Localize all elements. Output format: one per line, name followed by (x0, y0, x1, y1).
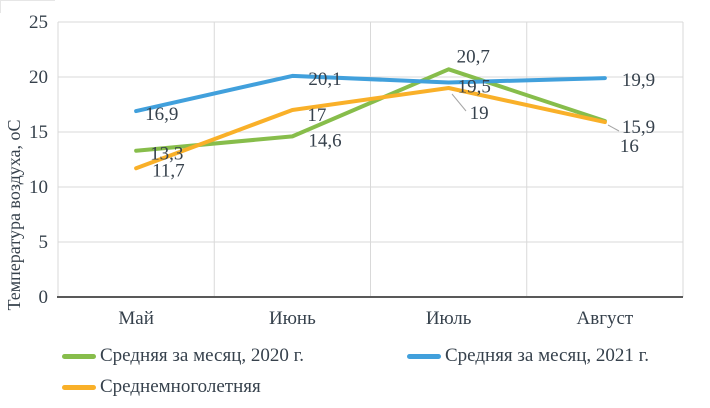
y-tick-label: 25 (29, 12, 48, 33)
series-line-2 (134, 86, 607, 171)
data-label: 19,9 (622, 70, 655, 91)
legend-item-multiyear: Среднемноголетняя (62, 376, 261, 398)
data-label: 20,7 (457, 46, 490, 67)
legend-label: Среднемноголетняя (100, 376, 261, 397)
y-tick-label: 10 (29, 177, 48, 198)
legend-swatch-multiyear (62, 384, 96, 390)
data-label: 13,3 (150, 144, 183, 165)
legend-swatch-2021 (407, 353, 441, 359)
x-tick-label: Август (577, 308, 634, 329)
legend-label: Средняя за месяц, 2021 г. (445, 345, 650, 366)
x-tick-label: Июль (426, 308, 472, 329)
data-label: 17 (307, 105, 326, 126)
x-tick-label: Май (118, 308, 154, 329)
cropped-border-artifact (0, 0, 55, 13)
data-label: 19 (470, 103, 489, 124)
y-tick-label: 0 (39, 287, 49, 308)
y-tick-label: 5 (39, 232, 49, 253)
label-leader-line (451, 93, 467, 112)
label-leader-line (607, 124, 620, 132)
data-label: 15,9 (622, 117, 655, 138)
legend-item-2020: Средняя за месяц, 2020 г. (62, 345, 304, 367)
legend-swatch-2020 (62, 353, 96, 359)
data-label: 16 (620, 136, 639, 157)
series-line-1 (134, 73, 607, 114)
data-label: 19,5 (458, 77, 491, 98)
y-tick-label: 15 (29, 122, 48, 143)
data-label: 20,1 (308, 69, 341, 90)
data-label: 14,6 (308, 130, 341, 151)
y-tick-label: 20 (29, 67, 48, 88)
x-tick-label: Июнь (269, 308, 316, 329)
legend-label: Средняя за месяц, 2020 г. (100, 345, 305, 366)
data-label: 11,7 (152, 160, 185, 181)
series-line-0 (134, 67, 607, 153)
legend-item-2021: Средняя за месяц, 2021 г. (407, 345, 649, 367)
data-label: 16,9 (145, 104, 178, 125)
y-axis-title: Температура воздуха, оС (4, 119, 24, 311)
